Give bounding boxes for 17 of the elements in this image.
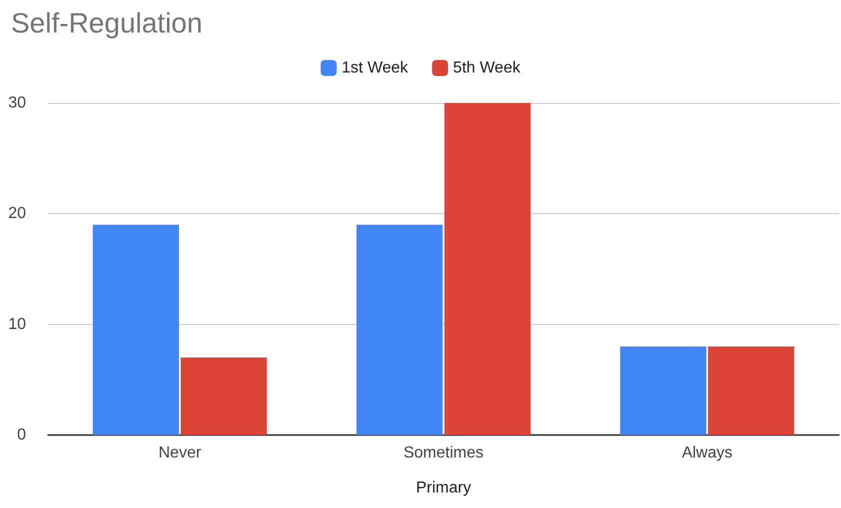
x-tick-label: Always <box>682 444 733 462</box>
x-tick-label: Never <box>158 444 202 462</box>
y-tick-label: 0 <box>17 426 26 444</box>
bar <box>92 224 179 435</box>
legend-label: 1st Week <box>342 60 410 76</box>
y-tick-label: 10 <box>8 316 26 333</box>
y-tick-label: 20 <box>8 205 26 222</box>
legend-label: 5th Week <box>453 60 522 76</box>
bar <box>708 346 794 435</box>
x-tick-label: Sometimes <box>403 444 484 462</box>
bar <box>180 358 267 435</box>
x-axis-title: Primary <box>416 480 472 496</box>
chart-title: Self-Regulation <box>11 8 202 38</box>
y-tick-label: 30 <box>8 94 26 112</box>
bar <box>620 346 706 435</box>
bar <box>356 224 443 435</box>
bar <box>444 103 531 435</box>
